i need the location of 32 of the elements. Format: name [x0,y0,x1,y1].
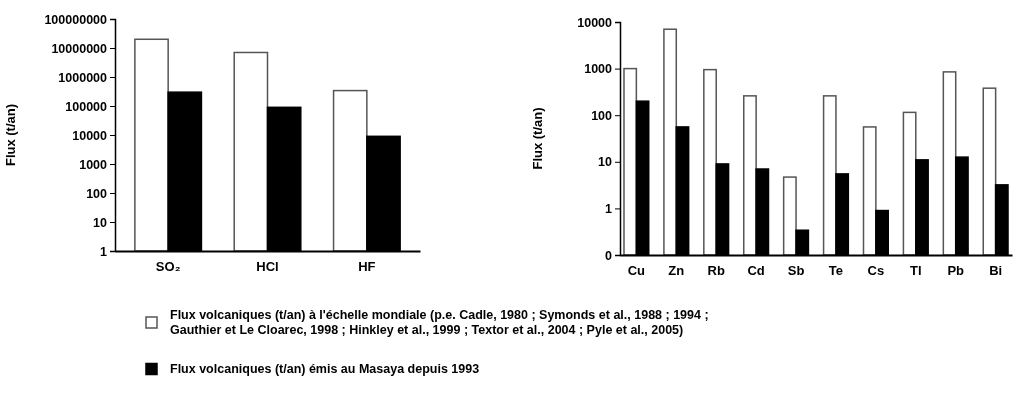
y-tick-label: 1 [605,201,613,216]
y-tick-label: 1000 [79,157,108,172]
y-tick-label: 100 [591,108,613,123]
y-tick-label: 1000000 [58,70,108,85]
x-tick-label: Cd [747,263,765,278]
y-axis-title: Flux (t/an) [3,103,18,167]
y-tick-label: 1000 [584,62,613,77]
y-tick-label: 100 [86,186,108,201]
legend-label: Flux volcaniques (t/an) émis au Masaya depuis 1993 [170,362,480,376]
x-tick-label: HF [358,259,376,274]
y-tick-label: 10 [93,215,108,230]
y-tick-label: 10 [598,155,613,170]
y-tick-label: 10000 [72,128,108,143]
x-tick-label: Bi [989,263,1003,278]
x-tick-label: Sb [787,263,805,278]
x-tick-label: Cu [627,263,646,278]
y-tick-label: 10000 [577,15,613,30]
x-tick-label: Pb [947,263,965,278]
legend-label: Flux volcaniques (t/an) à l'échelle mondiale (p.e. Cadle, 1980 ; Symonds et al., 1988 ; 1994 ; Gauthier et Le Cloarec, 1998 ; Hinkley et al., 1999 ; Textor et al., 2004 ; Pyle et al., 2005) [170,308,713,337]
x-tick-label: HCl [256,259,279,274]
y-tick-label: 100000 [65,99,108,114]
y-tick-label: 100000000 [44,12,108,27]
x-tick-label: Zn [668,263,685,278]
y-tick-label: 0 [605,248,613,263]
y-axis-title: Flux (t/an) [530,107,545,170]
y-tick-label: 1 [100,244,108,259]
x-tick-label: Cs [867,263,885,278]
x-tick-label: Tl [910,263,922,278]
x-tick-label: Rb [707,263,725,278]
x-tick-label: Te [828,263,844,278]
y-tick-label: 10000000 [51,41,108,56]
x-tick-label: SO₂ [155,259,181,274]
